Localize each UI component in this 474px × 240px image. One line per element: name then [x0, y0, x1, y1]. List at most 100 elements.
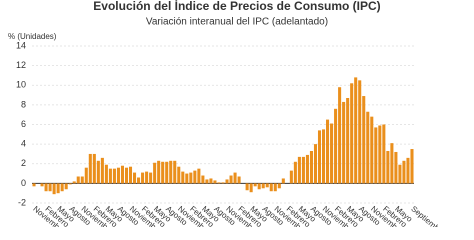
y-tick-label: 2 [21, 158, 26, 168]
bar [169, 160, 173, 184]
bar [153, 162, 157, 184]
bar [245, 183, 249, 191]
bar [213, 180, 217, 184]
bar [374, 127, 378, 184]
bar [233, 172, 237, 184]
bar [346, 98, 350, 184]
bar [257, 183, 261, 190]
bar [354, 77, 358, 184]
bar [88, 153, 92, 184]
bar [157, 160, 161, 184]
bar [225, 179, 229, 184]
bar [237, 176, 241, 184]
bar [321, 129, 326, 184]
bar [309, 150, 313, 184]
bar [193, 170, 197, 184]
y-tick-label: 0 [21, 178, 26, 188]
bar [52, 183, 56, 195]
bar [261, 183, 265, 189]
bar [398, 164, 402, 184]
y-tick-label: 4 [21, 139, 26, 149]
bar [394, 151, 398, 184]
bar [124, 167, 129, 184]
bar [56, 183, 60, 194]
bar [301, 156, 305, 184]
bar [297, 156, 301, 184]
bar [173, 160, 177, 184]
bar [165, 161, 169, 184]
x-tick-label: Septiembre [409, 204, 447, 227]
bar [350, 83, 354, 184]
bar [104, 164, 108, 184]
bar [277, 183, 281, 189]
bar [141, 172, 145, 184]
bar [273, 183, 277, 192]
bar [326, 119, 330, 184]
bar [133, 172, 137, 184]
bar [189, 172, 193, 184]
bar [177, 166, 181, 184]
y-tick-label: 14 [16, 40, 26, 50]
bar [338, 87, 342, 184]
bar [249, 183, 253, 193]
bar [313, 144, 318, 184]
bar [185, 173, 189, 184]
bar [201, 175, 205, 184]
bar [342, 101, 346, 184]
y-axis-label: % (Unidades) [8, 32, 57, 41]
bar [205, 179, 209, 184]
bar [120, 165, 125, 184]
bar [317, 130, 322, 184]
bar [402, 160, 406, 184]
chart-title: Evolución del Índice de Precios de Consu… [93, 0, 380, 13]
bar [64, 183, 68, 190]
bar [221, 182, 225, 184]
bar [100, 157, 104, 184]
bar [116, 167, 120, 184]
bar [80, 176, 84, 184]
bar [32, 183, 36, 187]
bar [265, 183, 269, 188]
y-tick-label: 8 [21, 99, 26, 109]
bar [108, 168, 112, 184]
bar [217, 182, 221, 184]
bar [305, 154, 309, 184]
bar [406, 157, 410, 184]
bar [410, 149, 414, 184]
bar [289, 170, 293, 184]
y-tick-label: 12 [16, 60, 26, 70]
bar [96, 160, 100, 184]
y-tick-label: -2 [18, 197, 26, 207]
bar [358, 80, 362, 184]
bar [161, 161, 165, 184]
bar [330, 123, 334, 184]
bar [293, 161, 297, 184]
y-tick-label: 10 [16, 80, 26, 90]
bar [370, 116, 374, 184]
bar [60, 183, 64, 192]
bar [112, 168, 116, 184]
bar [378, 125, 382, 184]
bar [84, 167, 88, 184]
bar [128, 166, 133, 184]
bar [44, 183, 48, 192]
bar [281, 178, 285, 184]
bar [92, 153, 96, 184]
bar [68, 183, 72, 185]
bar [145, 171, 149, 184]
bar [40, 183, 44, 187]
bar [209, 178, 213, 184]
bar [366, 111, 370, 184]
bar [229, 175, 233, 184]
bar [149, 172, 153, 184]
bar [269, 183, 273, 192]
bar [76, 176, 80, 184]
bar [362, 96, 366, 184]
bar [197, 168, 201, 184]
bar [386, 150, 390, 184]
bar [390, 143, 394, 184]
bar [334, 108, 338, 184]
y-tick-label: 6 [21, 119, 26, 129]
bar [72, 181, 76, 184]
chart-subtitle: Variación interanual del IPC (adelantado… [146, 17, 328, 28]
